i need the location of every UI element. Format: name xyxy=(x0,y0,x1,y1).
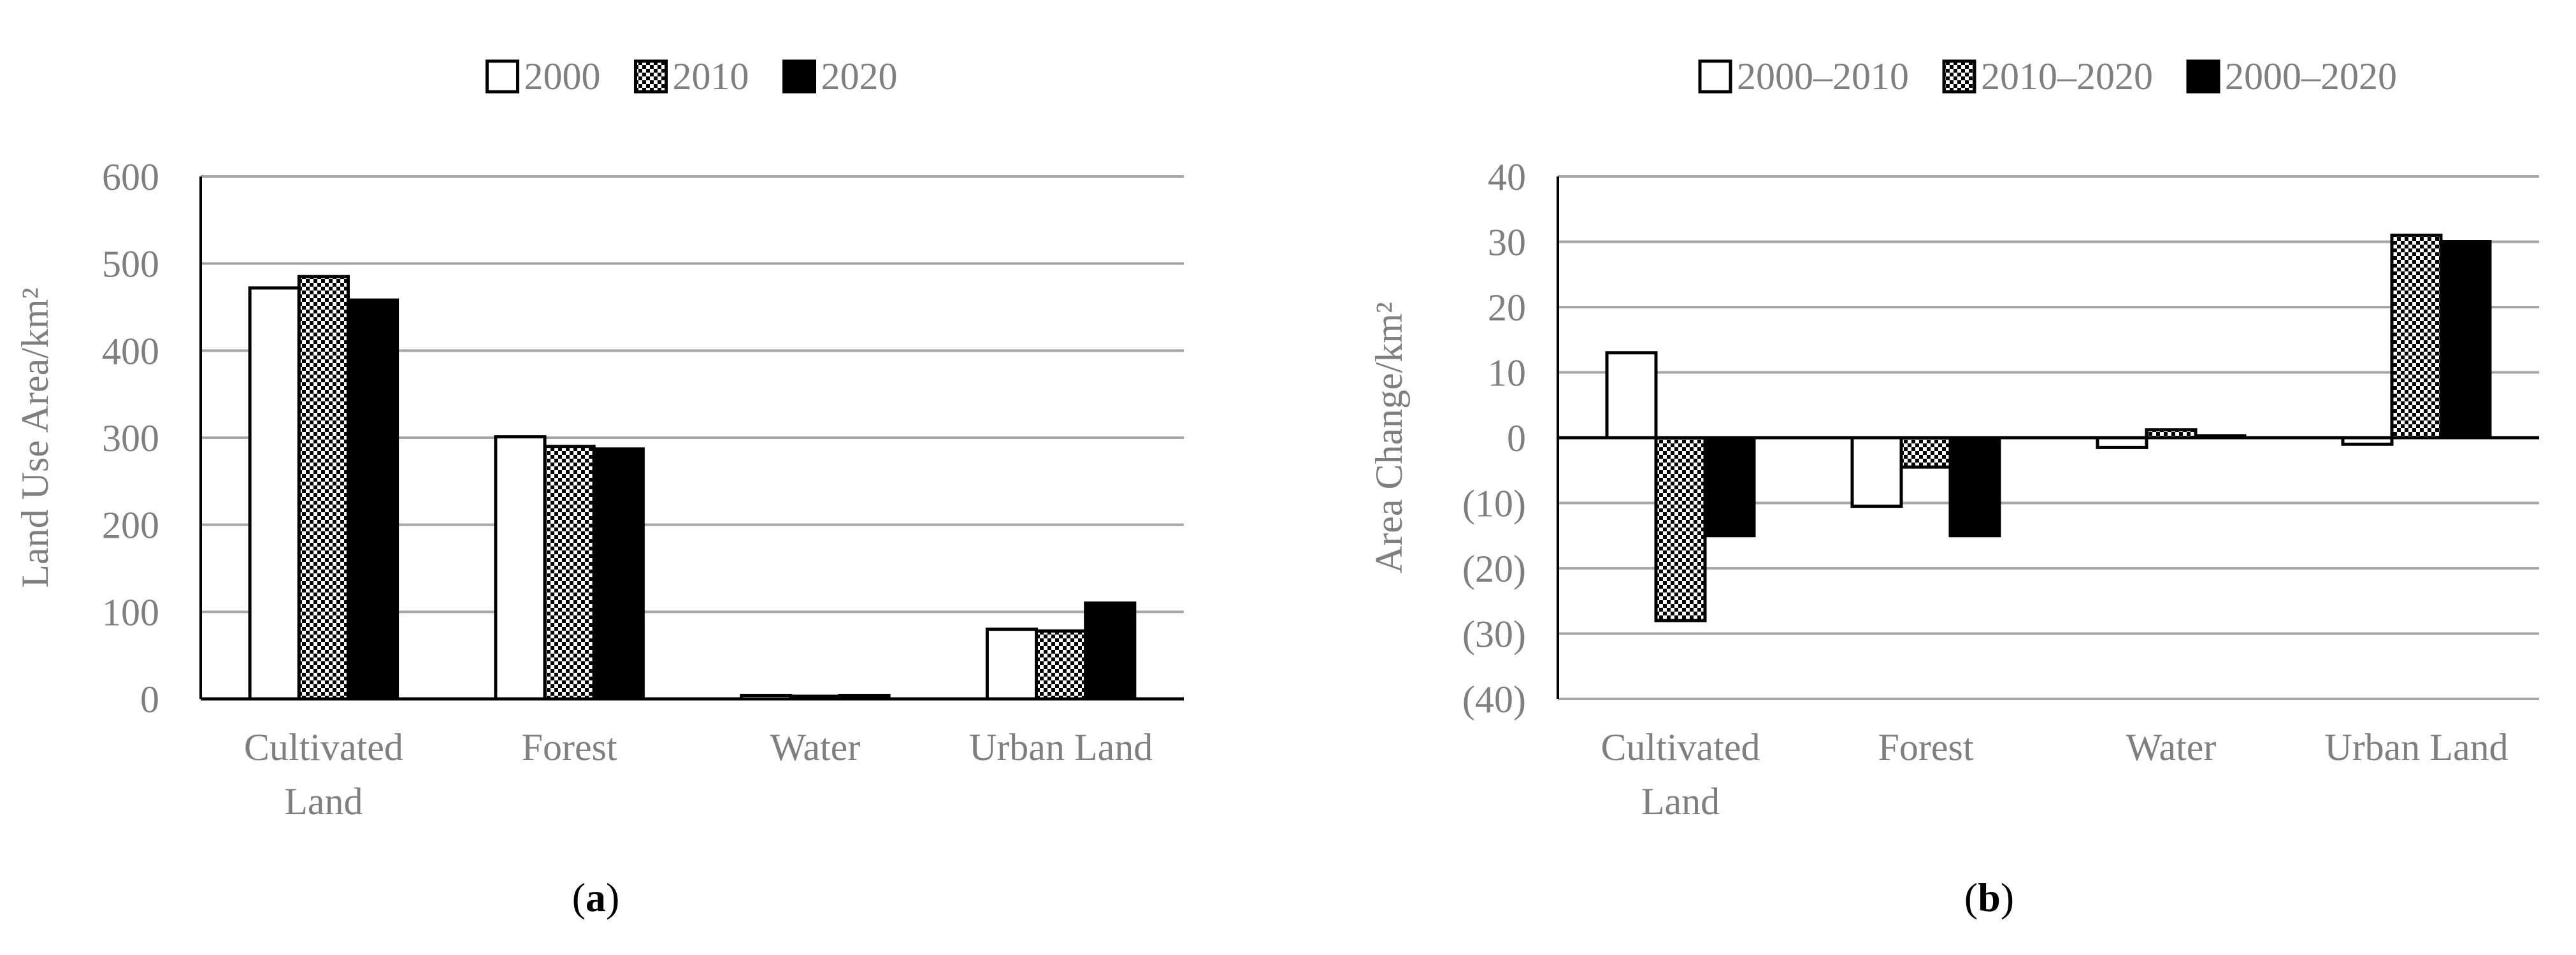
bar-2010–2020-cultivated-land xyxy=(1654,436,1707,622)
bar-2010-urban-land xyxy=(1035,629,1088,701)
legend-label: 2000–2010 xyxy=(1737,55,1909,97)
bar-2000-urban-land xyxy=(985,628,1039,701)
category-label: Water xyxy=(770,726,861,768)
y-tick-label: 20 xyxy=(1488,287,1526,329)
chart-panel-a: 0 100 200 300 400 500 600 Cultivated Land Forest W… xyxy=(14,55,1184,920)
category-label: Land xyxy=(1641,780,1720,822)
bar-2000–2020-cultivated-land xyxy=(1703,436,1756,538)
category-label: Water xyxy=(2126,726,2217,768)
y-tick-label: 300 xyxy=(102,417,159,459)
legend-label: 2000 xyxy=(524,55,601,97)
bar-2000–2020-urban-land xyxy=(2439,240,2492,440)
bar-2000-forest xyxy=(494,435,547,701)
bar-2000–2020-forest xyxy=(1948,436,2001,538)
legend-swatch-2010–2020 xyxy=(1942,59,1976,94)
y-tick-label: (20) xyxy=(1462,548,1526,590)
panel-label: (a) xyxy=(572,875,620,920)
y-tick-label: 200 xyxy=(102,505,159,547)
bar-2010-cultivated-land xyxy=(297,275,350,701)
legend-label: 2020 xyxy=(821,55,898,97)
category-label: Forest xyxy=(522,726,617,768)
legend-swatch-2010 xyxy=(634,59,668,94)
legend-label: 2010–2020 xyxy=(1981,55,2153,97)
y-tick-label: 10 xyxy=(1488,352,1526,394)
bar-2000-cultivated-land xyxy=(248,286,301,701)
y-axis-title: Land Use Area/km² xyxy=(14,287,56,587)
category-label: Land xyxy=(284,780,363,822)
y-axis-title: Area Change/km² xyxy=(1368,302,1410,573)
legend: 2000 2010 2020 xyxy=(486,55,898,97)
panel-label: (b) xyxy=(1964,875,2014,920)
y-tick-label: 0 xyxy=(1507,417,1526,459)
y-tick-label: 30 xyxy=(1488,222,1526,264)
legend-label: 2010 xyxy=(673,55,749,97)
legend-swatch-2020 xyxy=(782,59,816,94)
bar-2020-cultivated-land xyxy=(346,298,399,701)
bar-2000–2010-forest xyxy=(1850,436,1903,508)
legend: 2000–2010 2010–2020 2000–2020 xyxy=(1698,55,2397,97)
y-tick-label: (40) xyxy=(1462,679,1526,721)
y-tick-label: (30) xyxy=(1462,614,1526,656)
legend-swatch-2000–2010 xyxy=(1698,59,1732,94)
category-label: Urban Land xyxy=(969,726,1153,768)
y-tick-label: 0 xyxy=(140,679,159,721)
y-tick-label: 600 xyxy=(102,156,159,198)
category-label: Urban Land xyxy=(2324,726,2508,768)
y-tick-label: 500 xyxy=(102,243,159,285)
y-tick-label: 40 xyxy=(1488,156,1526,198)
y-tick-label: (10) xyxy=(1462,483,1526,525)
chart-panel-b: (40) (30) (20) (10) 0 10 20 30 40 Cultivated Land F… xyxy=(1368,55,2539,920)
bar-2020-urban-land xyxy=(1084,601,1137,701)
bar-2010–2020-urban-land xyxy=(2390,233,2443,440)
legend-swatch-2000–2020 xyxy=(2186,59,2220,94)
y-tick-label: 100 xyxy=(102,591,159,633)
bar-2010–2020-forest xyxy=(1899,436,1952,469)
bar-2000–2010-cultivated-land xyxy=(1605,351,1658,440)
bar-2010-forest xyxy=(543,445,596,701)
y-tick-label: 400 xyxy=(102,330,159,372)
legend-label: 2000–2020 xyxy=(2225,55,2397,97)
bar-2020-forest xyxy=(592,447,645,701)
category-label: Forest xyxy=(1878,726,1974,768)
category-label: Cultivated xyxy=(244,726,403,768)
category-label: Cultivated xyxy=(1601,726,1760,768)
legend-swatch-2000 xyxy=(486,59,519,94)
